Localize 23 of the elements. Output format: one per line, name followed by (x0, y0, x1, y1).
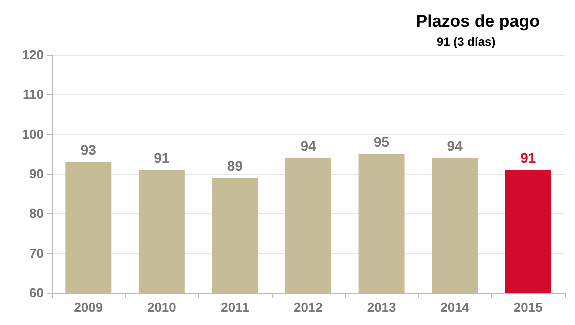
data-label: 93 (80, 142, 97, 158)
y-tick-label: 110 (23, 87, 44, 102)
x-tick-label: 2015 (514, 300, 543, 315)
y-tick-label: 120 (22, 48, 44, 62)
y-tick-label: 100 (22, 126, 44, 142)
x-tick-label: 2014 (440, 300, 470, 315)
chart-subtitle: 91 (3 días) (437, 35, 496, 49)
y-tick-label: 80 (30, 206, 44, 222)
y-tick-label: 70 (30, 246, 44, 261)
x-tick-label: 2013 (367, 300, 396, 315)
chart-title: Plazos de pago (416, 12, 540, 31)
data-label: 91 (520, 150, 536, 166)
x-tick-label: 2009 (74, 300, 104, 315)
data-label: 91 (154, 150, 170, 166)
data-label: 94 (300, 138, 316, 154)
x-tick-label: 2010 (147, 300, 176, 315)
data-label: 89 (227, 158, 244, 174)
x-tick-label: 2012 (294, 300, 323, 315)
data-label: 95 (374, 134, 390, 150)
x-tick-label: 2011 (221, 300, 250, 315)
y-tick-label: 90 (30, 166, 44, 182)
data-label: 94 (447, 138, 464, 154)
y-tick-label: 60 (30, 286, 44, 300)
